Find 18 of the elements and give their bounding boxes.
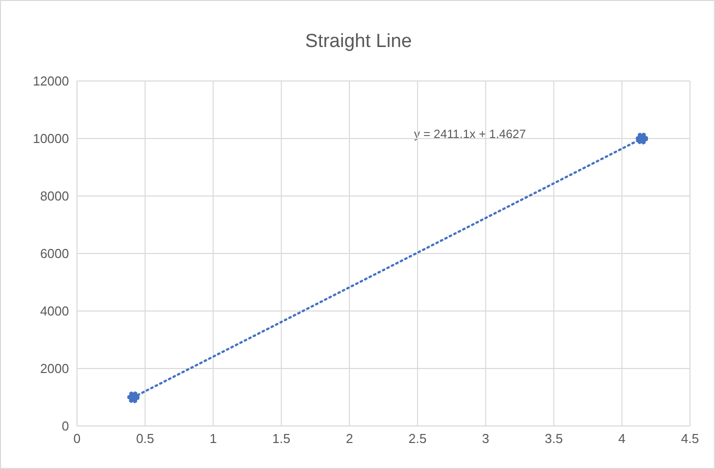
x-tick-label: 3 xyxy=(482,431,490,446)
x-tick-label: 2 xyxy=(346,431,354,446)
x-tick-label: 0.5 xyxy=(136,431,154,446)
x-tick-label: 3.5 xyxy=(544,431,563,446)
y-tick-label: 4000 xyxy=(40,304,69,319)
y-tick-label: 10000 xyxy=(32,131,69,146)
y-tick-label: 6000 xyxy=(40,246,69,262)
y-tick-label: 12000 xyxy=(32,74,69,89)
x-tick-label: 4 xyxy=(618,431,626,446)
x-tick-label: 1 xyxy=(210,431,217,446)
x-tick-label: 4.5 xyxy=(680,431,700,446)
chart-title: Straight Line xyxy=(304,31,413,53)
x-tick-label: 2.5 xyxy=(408,431,427,446)
x-tick-label: 1.5 xyxy=(272,431,290,446)
y-tick-label: 2000 xyxy=(40,361,69,376)
x-tick-label: 0 xyxy=(73,431,81,446)
y-tick-label: 0 xyxy=(62,418,69,434)
y-tick-label: 8000 xyxy=(40,188,69,204)
